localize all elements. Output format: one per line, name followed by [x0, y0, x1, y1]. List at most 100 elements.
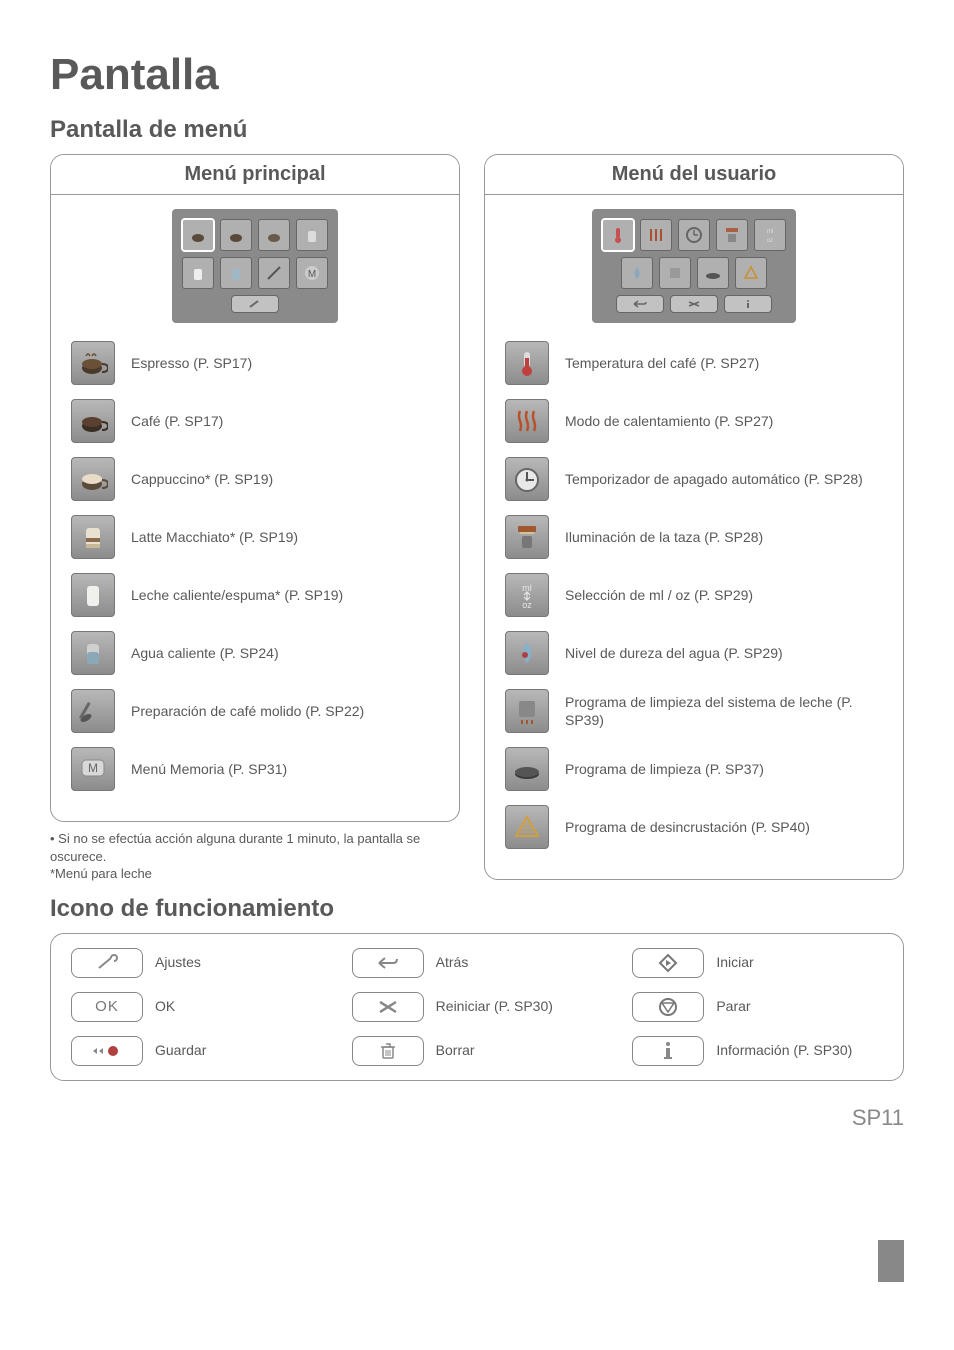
user-menu-header: Menú del usuario — [485, 155, 903, 195]
descale-icon — [505, 805, 549, 849]
hardness-icon — [505, 631, 549, 675]
op-label: OK — [155, 998, 175, 1015]
op-label: Ajustes — [155, 954, 201, 971]
user-menu-item: Nivel de dureza del agua (P. SP29) — [505, 631, 883, 675]
main-menu-item: Latte Macchiato* (P. SP19) — [71, 515, 439, 559]
preview-milkclean-icon — [659, 257, 691, 289]
op-label: Atrás — [436, 954, 469, 971]
cappuccino-icon — [71, 457, 115, 501]
menu-item-label: Selección de ml / oz (P. SP29) — [565, 586, 753, 604]
preview-milk-icon — [182, 257, 214, 289]
menu-item-label: Cappuccino* (P. SP19) — [131, 470, 273, 488]
user-menu-item: Iluminación de la taza (P. SP28) — [505, 515, 883, 559]
user-menu-item: Modo de calentamiento (P. SP27) — [505, 399, 883, 443]
menu-item-label: Leche caliente/espuma* (P. SP19) — [131, 586, 343, 604]
menu-item-label: Nivel de dureza del agua (P. SP29) — [565, 644, 783, 662]
start-icon — [632, 948, 704, 978]
preview-latte-icon — [296, 219, 328, 251]
user-menu-item: Temperatura del café (P. SP27) — [505, 341, 883, 385]
ok-icon: OK — [71, 992, 143, 1022]
hotwater-icon — [71, 631, 115, 675]
svg-text:oz: oz — [767, 238, 773, 244]
preview-wrench-button — [231, 295, 279, 313]
op-item: Información (P. SP30) — [632, 1036, 883, 1066]
op-item: Borrar — [352, 1036, 603, 1066]
preview-espresso-icon — [182, 219, 214, 251]
preview-hardness-icon — [621, 257, 653, 289]
op-label: Información (P. SP30) — [716, 1042, 852, 1059]
menu-item-label: Programa de limpieza del sistema de lech… — [565, 693, 883, 729]
user-menu-item: Programa de limpieza del sistema de lech… — [505, 689, 883, 733]
preview-light-icon — [716, 219, 748, 251]
main-menu-item: Preparación de café molido (P. SP22) — [71, 689, 439, 733]
menu-item-label: Café (P. SP17) — [131, 412, 223, 430]
menu-item-label: Agua caliente (P. SP24) — [131, 644, 279, 662]
preview-timer-icon — [678, 219, 710, 251]
op-item: Iniciar — [632, 948, 883, 978]
user-menu-item: Temporizador de apagado automático (P. S… — [505, 457, 883, 501]
operation-icons-panel: Ajustes OK OK Guardar Atrás Reiniciar (P… — [50, 933, 904, 1081]
user-menu-preview: ml oz — [505, 209, 883, 323]
main-menu-item: Agua caliente (P. SP24) — [71, 631, 439, 675]
light-icon — [505, 515, 549, 559]
clean-icon — [505, 747, 549, 791]
page-number: SP11 — [50, 1105, 904, 1131]
menu-item-label: Latte Macchiato* (P. SP19) — [131, 528, 298, 546]
preview-cappuccino-icon — [258, 219, 290, 251]
preview-info-button — [724, 295, 772, 313]
page-title: Pantalla — [50, 50, 904, 100]
op-label: Iniciar — [716, 954, 753, 971]
main-menu-header: Menú principal — [51, 155, 459, 195]
main-menu-item: Cappuccino* (P. SP19) — [71, 457, 439, 501]
menu-item-label: Programa de desincrustación (P. SP40) — [565, 818, 810, 836]
op-label: Reiniciar (P. SP30) — [436, 998, 553, 1015]
menu-item-label: Menú Memoria (P. SP31) — [131, 760, 287, 778]
svg-text:ml: ml — [767, 229, 773, 235]
preview-reset-button — [670, 295, 718, 313]
save-icon — [71, 1036, 143, 1066]
heat-icon — [505, 399, 549, 443]
espresso-icon — [71, 341, 115, 385]
op-label: Parar — [716, 998, 750, 1015]
back-icon — [352, 948, 424, 978]
user-menu-panel: Menú del usuario ml oz — [484, 154, 904, 880]
milkclean-icon — [505, 689, 549, 733]
op-item: Parar — [632, 992, 883, 1022]
menu-item-label: Temperatura del café (P. SP27) — [565, 354, 759, 372]
menu-item-label: Iluminación de la taza (P. SP28) — [565, 528, 763, 546]
main-menu-preview: M — [71, 209, 439, 323]
op-item: Reiniciar (P. SP30) — [352, 992, 603, 1022]
menu-item-label: Espresso (P. SP17) — [131, 354, 252, 372]
op-item: Ajustes — [71, 948, 322, 978]
menu-item-label: Modo de calentamiento (P. SP27) — [565, 412, 773, 430]
op-label: Borrar — [436, 1042, 475, 1059]
timer-icon — [505, 457, 549, 501]
preview-clean-icon — [697, 257, 729, 289]
trash-icon — [352, 1036, 424, 1066]
user-menu-item: Programa de limpieza (P. SP37) — [505, 747, 883, 791]
reset-icon — [352, 992, 424, 1022]
preview-descale-icon — [735, 257, 767, 289]
main-menu-item: Espresso (P. SP17) — [71, 341, 439, 385]
op-item: Guardar — [71, 1036, 322, 1066]
user-menu-item: mloz Selección de ml / oz (P. SP29) — [505, 573, 883, 617]
op-label: Guardar — [155, 1042, 206, 1059]
user-menu-item: Programa de desincrustación (P. SP40) — [505, 805, 883, 849]
cafe-icon — [71, 399, 115, 443]
preview-back-button — [616, 295, 664, 313]
temp-icon — [505, 341, 549, 385]
menu-item-label: Preparación de café molido (P. SP22) — [131, 702, 364, 720]
svg-text:M: M — [88, 761, 98, 775]
svg-text:M: M — [308, 269, 316, 280]
main-menu-panel: Menú principal — [50, 154, 460, 822]
preview-heat-icon — [640, 219, 672, 251]
preview-mloz-icon: ml oz — [754, 219, 786, 251]
side-tab — [878, 1240, 904, 1282]
main-menu-item: Leche caliente/espuma* (P. SP19) — [71, 573, 439, 617]
menu-item-label: Programa de limpieza (P. SP37) — [565, 760, 764, 778]
preview-cafe-icon — [220, 219, 252, 251]
op-item: OK OK — [71, 992, 322, 1022]
wrench-icon — [71, 948, 143, 978]
stop-icon — [632, 992, 704, 1022]
menu-item-label: Temporizador de apagado automático (P. S… — [565, 470, 863, 488]
